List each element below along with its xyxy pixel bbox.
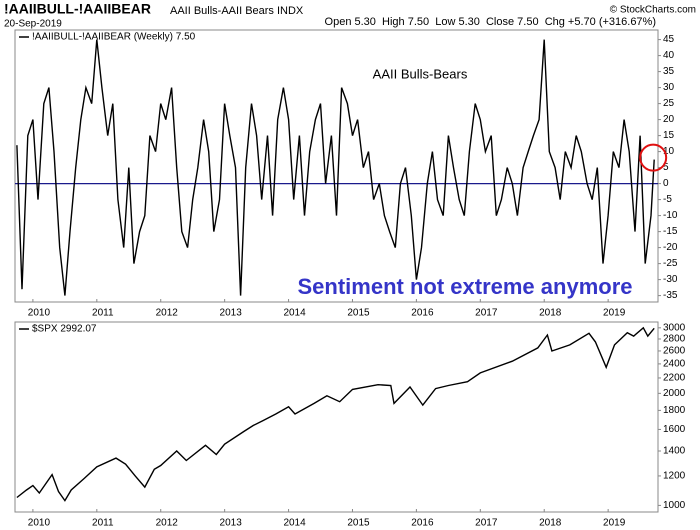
annotation: Sentiment not extreme anymore [298,274,633,299]
x-tick-label: 2012 [156,518,179,529]
y-tick-label: 1600 [663,424,686,435]
y-tick-label: -35 [663,290,678,301]
y-tick-label: -10 [663,210,678,221]
y-tick-label: 2200 [663,373,686,384]
y-tick-label: 1000 [663,500,686,511]
y-tick-label: -5 [663,194,672,205]
y-tick-label: 3000 [663,322,686,333]
x-tick-label: 2017 [475,308,498,319]
x-tick-label: 2010 [28,308,51,319]
y-tick-label: 45 [663,34,675,45]
y-tick-label: 2800 [663,334,686,345]
symbol: !AAIIBULL-!AAIIBEAR [4,1,151,17]
highlight-circle [639,143,668,172]
y-tick-label: -30 [663,274,678,285]
series-line [16,326,655,502]
x-tick-label: 2011 [92,518,114,529]
y-tick-label: 1800 [663,405,686,416]
date: 20-Sep-2019 [4,19,62,30]
series-line [16,39,655,296]
y-tick-label: 1200 [663,471,686,482]
x-tick-label: 2014 [283,308,306,319]
annotation: AAII Bulls-Bears [373,66,468,81]
y-tick-label: 25 [663,98,675,109]
y-tick-label: 30 [663,82,675,93]
y-tick-label: -20 [663,242,678,253]
legend-label: $SPX 2992.07 [32,324,97,335]
x-tick-label: 2016 [411,308,434,319]
y-tick-label: 2000 [663,388,686,399]
y-tick-label: 2600 [663,346,686,357]
y-tick-label: -25 [663,258,678,269]
y-tick-label: 0 [663,178,669,189]
y-tick-label: 5 [663,162,669,173]
y-tick-label: 15 [663,130,675,141]
x-tick-label: 2013 [220,308,243,319]
x-tick-label: 2015 [347,308,370,319]
y-tick-label: 20 [663,114,675,125]
x-tick-label: 2010 [28,518,51,529]
x-tick-label: 2018 [539,518,562,529]
y-tick-label: 2400 [663,359,686,370]
x-tick-label: 2015 [347,518,370,529]
x-tick-label: 2017 [475,518,498,529]
panel-frame [14,29,659,303]
x-tick-label: 2012 [156,308,179,319]
x-tick-label: 2018 [539,308,562,319]
y-tick-label: -15 [663,226,678,237]
x-tick-label: 2014 [283,518,306,529]
y-tick-label: 35 [663,66,675,77]
legend-label: !AAIIBULL-!AAIIBEAR (Weekly) 7.50 [32,32,196,43]
x-tick-label: 2016 [411,518,434,529]
y-tick-label: 10 [663,146,675,157]
x-tick-label: 2019 [603,518,626,529]
panel-frame [14,321,659,513]
x-tick-label: 2019 [603,308,626,319]
x-tick-label: 2011 [92,308,114,319]
y-tick-label: 1400 [663,446,686,457]
description: AAII Bulls-AAII Bears INDX [170,5,304,17]
y-tick-label: 40 [663,50,675,61]
x-tick-label: 2013 [220,518,243,529]
quote: Open 5.30 High 7.50 Low 5.30 Close 7.50 … [325,16,656,28]
credit: © StockCharts.com [610,5,696,16]
